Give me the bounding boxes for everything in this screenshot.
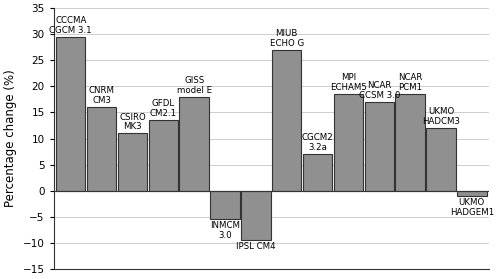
Text: CNRM
CM3: CNRM CM3 xyxy=(88,86,115,105)
Text: IPSL CM4: IPSL CM4 xyxy=(236,242,276,251)
Text: CCCMA
CGCM 3.1: CCCMA CGCM 3.1 xyxy=(50,16,92,35)
Text: CGCM2
3.2a: CGCM2 3.2a xyxy=(302,133,334,152)
Bar xyxy=(364,102,394,191)
Text: CSIRO
MK3: CSIRO MK3 xyxy=(119,112,146,131)
Text: GFDL
CM2.1: GFDL CM2.1 xyxy=(150,100,177,118)
Bar xyxy=(87,107,116,191)
Text: UKMO
HADGEM1: UKMO HADGEM1 xyxy=(450,198,494,217)
Bar xyxy=(426,128,456,191)
Bar xyxy=(303,154,332,191)
Bar xyxy=(56,37,86,191)
Bar xyxy=(118,133,147,191)
Bar xyxy=(272,50,302,191)
Text: GISS
model E: GISS model E xyxy=(176,76,212,95)
Text: NCAR
PCM1: NCAR PCM1 xyxy=(398,73,422,92)
Bar xyxy=(180,97,209,191)
Text: INMCM
3.0: INMCM 3.0 xyxy=(210,222,240,240)
Text: MIUB
ECHO G: MIUB ECHO G xyxy=(270,29,304,48)
Y-axis label: Percentage change (%): Percentage change (%) xyxy=(4,70,17,207)
Text: NCAR
CCSM 3.0: NCAR CCSM 3.0 xyxy=(358,81,400,100)
Bar xyxy=(457,191,486,196)
Bar xyxy=(396,94,425,191)
Bar xyxy=(210,191,240,219)
Text: MPI
ECHAM5: MPI ECHAM5 xyxy=(330,73,367,92)
Bar xyxy=(148,120,178,191)
Text: UKMO
HADCM3: UKMO HADCM3 xyxy=(422,107,460,126)
Bar xyxy=(334,94,363,191)
Bar xyxy=(241,191,270,240)
